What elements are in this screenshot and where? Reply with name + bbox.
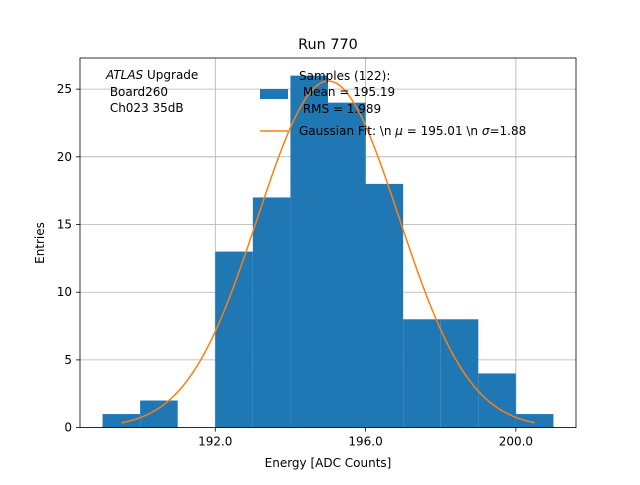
histogram-bars	[102, 75, 554, 428]
histogram-bar	[515, 414, 554, 428]
y-tick-label: 25	[57, 82, 72, 96]
fit-label-pre: Gaussian Fit: \n	[299, 124, 395, 138]
legend-hist-swatch	[260, 89, 288, 99]
y-tick-label: 15	[57, 218, 72, 232]
atlas-upgrade: Upgrade	[143, 68, 198, 82]
fit-label-mid: = 195.01 \n	[403, 124, 482, 138]
fit-mu-symbol: μ	[394, 124, 403, 138]
histogram-bar	[440, 319, 479, 428]
x-tick-label: 200.0	[499, 435, 533, 449]
atlas-annotation-line3: Ch023 35dB	[106, 101, 184, 115]
gaussian-fit-curve	[121, 80, 535, 424]
histogram-bar	[252, 197, 291, 428]
x-axis-label: Energy [ADC Counts]	[265, 456, 392, 470]
legend: Samples (122): Mean = 195.19 RMS = 1.989…	[260, 69, 526, 138]
histogram-bar	[102, 414, 141, 428]
legend-hist-line3: RMS = 1.989	[299, 102, 381, 116]
y-tick-label: 10	[57, 285, 72, 299]
chart-title: Run 770	[298, 37, 358, 53]
x-tick-label: 196.0	[348, 435, 382, 449]
legend-hist-line1: Samples (122):	[299, 69, 390, 83]
x-tick-label: 192.0	[198, 435, 232, 449]
histogram-bar	[140, 400, 178, 428]
histogram-bar	[478, 373, 516, 428]
y-tick-label: 0	[64, 421, 72, 435]
histogram-bar	[328, 102, 366, 428]
atlas-annotation-line1: ATLAS Upgrade	[105, 68, 198, 82]
y-tick-label: 5	[64, 353, 72, 367]
fit-label-post: =1.88	[489, 124, 526, 138]
legend-fit-label: Gaussian Fit: \n μ = 195.01 \n σ=1.88	[299, 124, 526, 138]
plot-frame	[79, 57, 577, 429]
y-axis-label: Entries	[33, 222, 47, 264]
fit-sigma-symbol: σ	[482, 124, 490, 138]
atlas-italic: ATLAS	[105, 68, 144, 82]
histogram-bar	[403, 319, 441, 428]
y-axis-ticks: 0 5 10 15 20 25	[57, 82, 80, 435]
histogram-bar	[365, 183, 404, 428]
histogram-bar	[290, 75, 328, 428]
y-tick-label: 20	[57, 150, 72, 164]
x-axis-ticks: 192.0 196.0 200.0	[198, 427, 533, 449]
histogram-bar	[215, 251, 253, 428]
legend-hist-line2: Mean = 195.19	[299, 85, 395, 99]
atlas-annotation-line2: Board260	[106, 85, 168, 99]
